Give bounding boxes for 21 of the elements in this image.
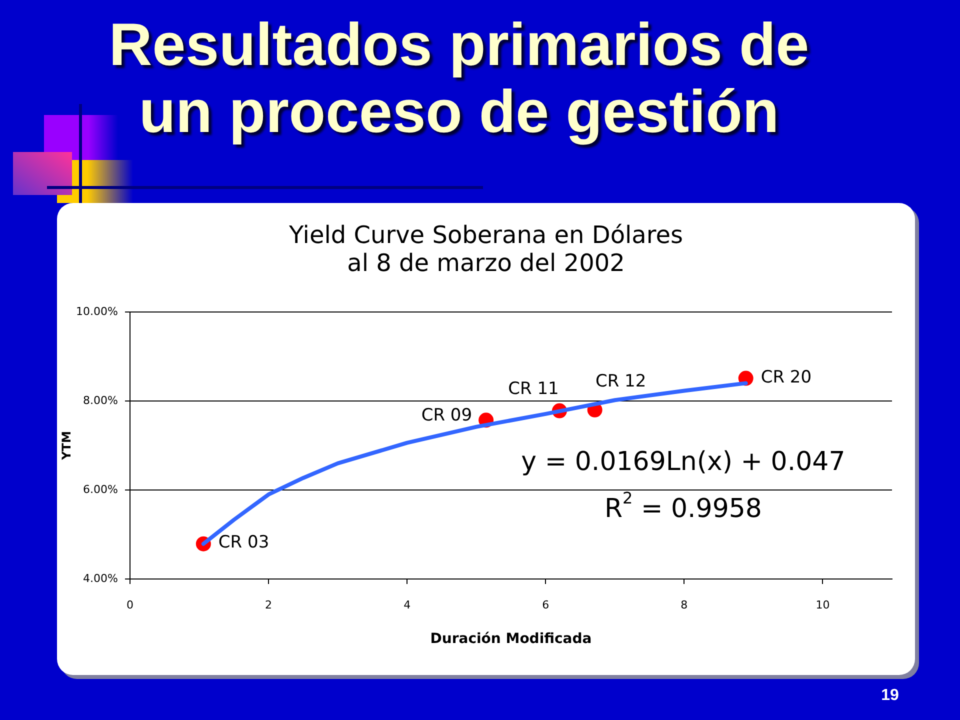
annotation: CR 09	[421, 406, 472, 426]
chart-title: Resultados primarios de un proceso de gestión	[108, 11, 810, 145]
x-tick-label: 6	[542, 598, 550, 612]
chart-subtitle: Yield Curve Soberana en Dólares al 8 de marzo del 2002	[288, 221, 684, 277]
y-axis-title: YTM	[59, 431, 74, 461]
annotation: y = 0.0169Ln(x) + 0.047	[521, 446, 846, 477]
x-tick-label: 2	[265, 598, 272, 612]
annotation: CR 11	[508, 379, 559, 400]
y-tick-label: 10.00%	[76, 304, 118, 318]
y-tick-label: 4.00%	[83, 572, 118, 585]
annotation: CR 12	[595, 371, 646, 392]
x-tick-label: 10	[816, 598, 830, 612]
annotation: CR 03	[218, 532, 270, 552]
x-tick-label: 0	[126, 598, 134, 612]
annotation: CR 20	[760, 368, 812, 388]
y-tick-label: 6.00%	[83, 482, 118, 496]
x-axis-title: Duración Modificada	[430, 631, 592, 648]
x-tick-label: 4	[404, 598, 411, 612]
x-tick-label: 8	[680, 598, 688, 612]
text: 19	[880, 687, 900, 705]
y-tick-label: 8.00%	[83, 394, 118, 407]
